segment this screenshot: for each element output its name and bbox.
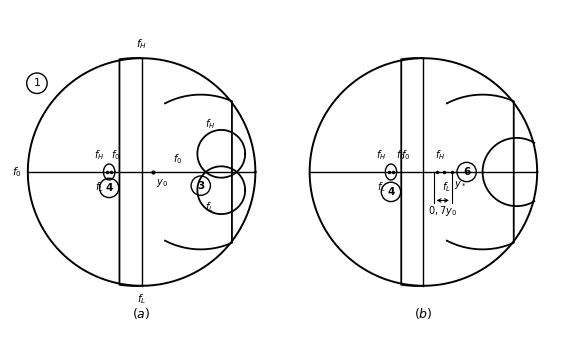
Text: 4: 4	[387, 187, 395, 197]
Text: $f_L$: $f_L$	[137, 293, 146, 307]
Text: 1: 1	[33, 78, 41, 88]
Text: $f_H$: $f_H$	[205, 117, 216, 131]
Text: $(a)$: $(a)$	[132, 306, 151, 321]
Text: $0,7y_0$: $0,7y_0$	[428, 204, 457, 218]
Text: $f_0$: $f_0$	[12, 165, 22, 179]
Text: $f_0$: $f_0$	[111, 148, 120, 162]
Text: 3: 3	[197, 181, 205, 191]
Text: $f_H$: $f_H$	[376, 148, 386, 162]
Text: $y_0$: $y_0$	[157, 176, 168, 189]
Text: $f_0$: $f_0$	[401, 148, 410, 162]
Text: $f_0$: $f_0$	[173, 152, 183, 166]
Text: $f_L$: $f_L$	[95, 180, 104, 194]
Text: $y_*$: $y_*$	[454, 179, 467, 191]
Text: $(b)$: $(b)$	[414, 306, 433, 321]
Text: 6: 6	[463, 167, 470, 177]
Text: $f_H$: $f_H$	[136, 37, 147, 51]
Text: $f_L$: $f_L$	[205, 201, 214, 214]
Text: $f_0$: $f_0$	[396, 148, 406, 162]
Text: $f_H$: $f_H$	[94, 148, 104, 162]
Text: $f_L$: $f_L$	[377, 180, 386, 194]
Text: $f_L$: $f_L$	[442, 180, 450, 194]
Text: $f_H$: $f_H$	[435, 148, 445, 162]
Text: 4: 4	[106, 183, 113, 193]
